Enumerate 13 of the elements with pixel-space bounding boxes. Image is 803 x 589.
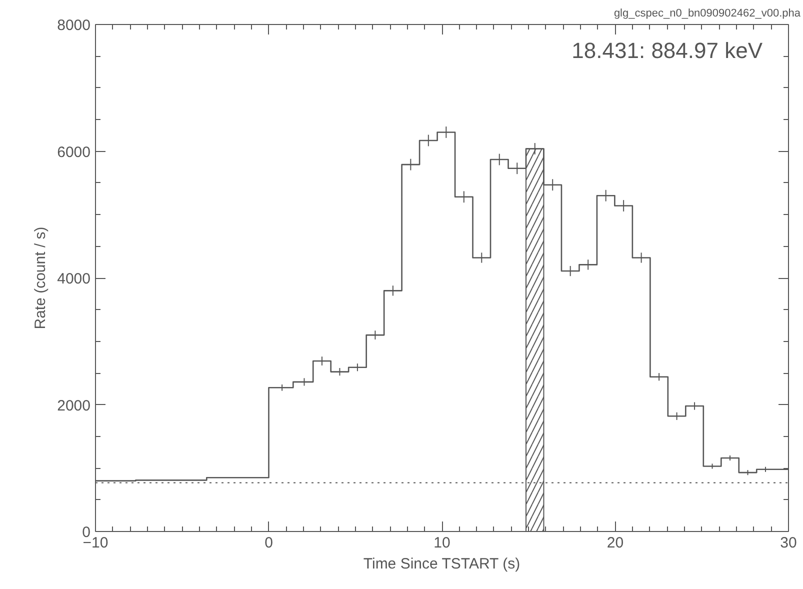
x-tick-label: 10: [434, 534, 450, 552]
x-axis-title: Time Since TSTART (s): [363, 556, 520, 572]
x-tick-label: 0: [264, 534, 273, 552]
y-tick-label: 0: [82, 524, 90, 541]
y-tick-label: 6000: [57, 144, 91, 161]
y-tick-label: 2000: [57, 397, 91, 414]
annotation: 18.431: 884.97 keV: [572, 38, 763, 63]
text: glg_cspec_n0_bn090902462_v00.pha: [614, 8, 802, 20]
y-tick-label: 8000: [57, 17, 91, 34]
y-axis-title: Rate (count / s): [32, 226, 50, 330]
x-tick-label: 20: [606, 534, 624, 552]
y-tick-label: 4000: [57, 270, 91, 288]
x-tick-label: 30: [780, 534, 797, 552]
